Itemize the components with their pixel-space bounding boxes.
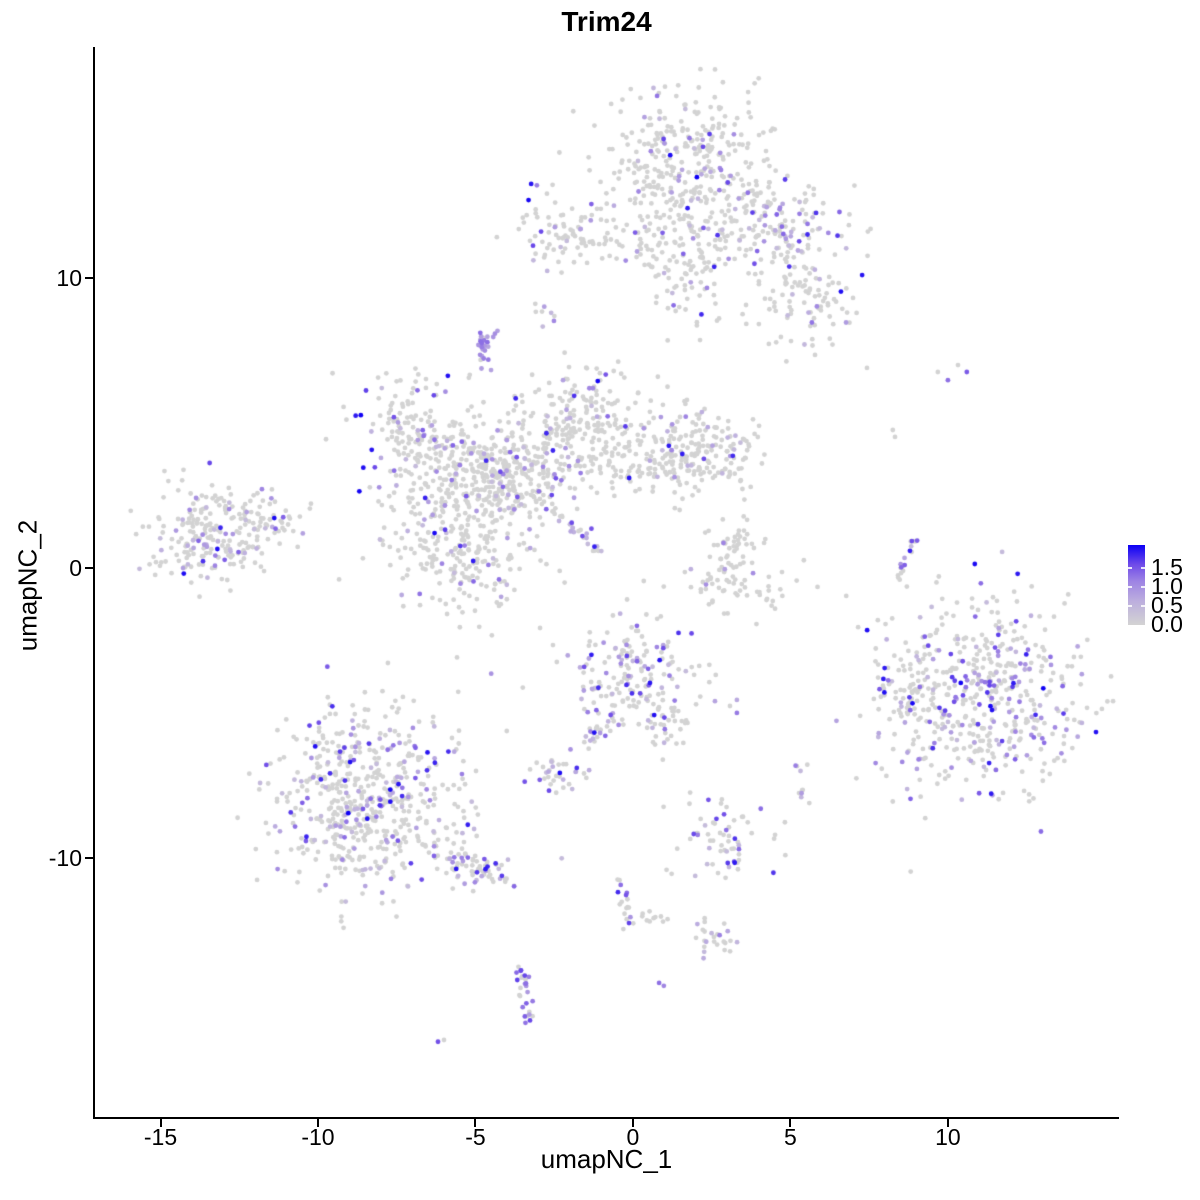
y-axis-line: [93, 47, 95, 1119]
y-tick-mark: [85, 856, 93, 859]
y-tick-label: 0: [69, 555, 82, 581]
legend-label-0-5: 0.5: [1151, 592, 1183, 618]
x-tick-mark: [631, 1119, 634, 1127]
y-tick-label: -10: [48, 844, 82, 871]
x-tick-mark: [946, 1119, 949, 1127]
x-tick-label: -5: [465, 1124, 486, 1150]
x-axis-line: [93, 1117, 1119, 1119]
legend-gradient-bar: [1128, 545, 1145, 625]
x-tick-label: 10: [935, 1124, 961, 1150]
expression-legend: 1.5 1.0 0.5 0.0: [1124, 540, 1200, 637]
y-tick-label: 10: [56, 265, 82, 292]
y-axis-label: umapNC_2: [12, 519, 43, 652]
x-tick-label: 0: [626, 1124, 640, 1150]
x-tick-mark: [316, 1119, 319, 1127]
legend-tick-mark: [1141, 586, 1145, 588]
y-tick-mark: [85, 567, 93, 569]
legend-tick-mark: [1141, 605, 1145, 607]
plot-title: Trim24: [561, 6, 652, 37]
legend-label-1-0: 1.0: [1151, 573, 1183, 599]
legend-tick-mark: [1128, 605, 1132, 607]
legend-tick-mark: [1128, 586, 1132, 588]
legend-label-0-0: 0.0: [1151, 611, 1183, 637]
x-tick-mark: [789, 1119, 792, 1127]
y-tick-mark: [85, 277, 93, 280]
x-tick-label: -10: [301, 1124, 335, 1150]
x-tick-mark: [474, 1119, 477, 1127]
legend-tick-mark: [1128, 567, 1132, 569]
legend-tick-mark: [1141, 567, 1145, 569]
x-tick-mark: [159, 1119, 162, 1127]
x-axis-label: umapNC_1: [540, 1144, 673, 1174]
x-tick-label: -15: [143, 1124, 178, 1150]
legend-label-1-5: 1.5: [1151, 554, 1183, 580]
x-tick-label: 5: [784, 1124, 797, 1150]
